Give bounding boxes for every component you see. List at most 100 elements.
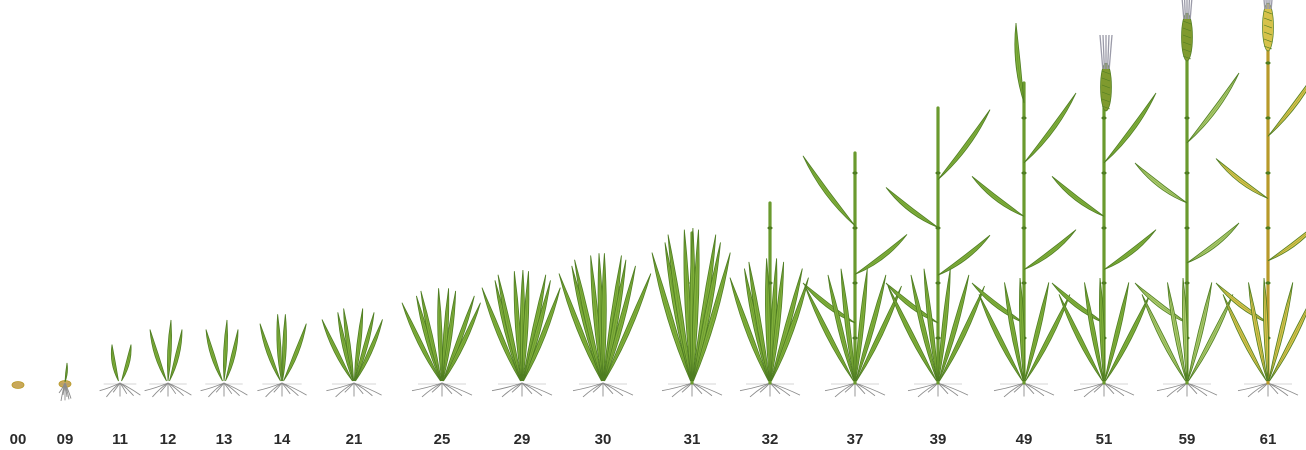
leaf-midrib — [692, 242, 721, 382]
leaf-shape — [1267, 231, 1306, 262]
leaf-shape — [149, 329, 167, 382]
leaf-midrib — [1099, 277, 1105, 382]
leaf-shape — [355, 319, 383, 382]
leaf-midrib — [1024, 282, 1050, 382]
ear-grain-line — [1182, 48, 1192, 53]
leaf-shape — [205, 329, 223, 382]
root-line — [265, 382, 283, 398]
root-line — [441, 382, 473, 396]
leaf-midrib — [937, 109, 991, 180]
leaf-midrib — [1248, 282, 1268, 382]
leaf-shape — [1167, 282, 1187, 382]
leaf-midrib — [827, 274, 855, 382]
leaf-shape — [1141, 294, 1186, 382]
leaf-shape — [1024, 282, 1050, 382]
plant-illustration — [885, 106, 991, 398]
plants-layer — [11, 0, 1306, 402]
ear-grain-line — [1182, 27, 1192, 32]
stage-label-09: 09 — [57, 431, 74, 448]
root-line — [223, 382, 248, 396]
leaf-midrib — [604, 273, 652, 382]
plant-illustration — [802, 151, 908, 398]
stage-label-37: 37 — [847, 431, 864, 448]
leaf-shape — [910, 274, 938, 382]
root-line — [208, 382, 225, 398]
plant-illustration — [729, 201, 809, 398]
leaf-shape — [938, 274, 970, 382]
plant-illustration — [1134, 0, 1240, 398]
leaf-shape — [1186, 222, 1240, 264]
leaf-midrib — [729, 277, 769, 382]
leaf-shape — [854, 234, 908, 275]
ear-grain-line — [1101, 105, 1111, 110]
leaf-shape — [497, 274, 522, 382]
leaf-shape — [442, 290, 457, 382]
leaf-midrib — [1134, 282, 1188, 324]
root-line — [1083, 382, 1105, 398]
ear-shape — [1262, 2, 1274, 52]
leaf-midrib — [343, 308, 354, 382]
seed-shape — [11, 381, 25, 389]
leaf-midrib — [225, 329, 239, 382]
stage-label-31: 31 — [684, 431, 701, 448]
root-line — [152, 382, 169, 398]
root-line — [1103, 382, 1135, 396]
root-line — [1023, 382, 1055, 396]
awn-line — [1102, 34, 1106, 70]
stem-node — [935, 281, 941, 285]
leaf-shape — [1134, 162, 1188, 204]
leaf-midrib — [321, 319, 353, 382]
leaf-midrib — [438, 288, 443, 382]
stage-label-30: 30 — [595, 431, 612, 448]
ear-grain-line — [1101, 98, 1111, 103]
leaf-midrib — [603, 259, 627, 382]
leaf-midrib — [978, 294, 1023, 382]
leaf-shape — [693, 252, 731, 382]
leaf-midrib — [355, 319, 383, 382]
leaf-midrib — [420, 290, 442, 382]
plant-illustration — [1051, 34, 1157, 398]
leaf-midrib — [971, 176, 1025, 217]
plant-illustration — [321, 308, 383, 398]
leaf-midrib — [885, 282, 939, 324]
leaf-shape — [1186, 72, 1240, 144]
leaf-midrib — [205, 329, 223, 382]
stem-node — [852, 226, 858, 230]
leaf-midrib — [1058, 294, 1103, 382]
leaf-midrib — [766, 258, 771, 382]
leaf-shape — [1058, 294, 1103, 382]
leaf-midrib — [481, 287, 521, 382]
leaf-midrib — [514, 271, 522, 382]
leaf-shape — [855, 274, 887, 382]
leaf-midrib — [667, 234, 692, 382]
ear-grain-line — [1182, 55, 1192, 60]
leaf-midrib — [522, 280, 551, 382]
stage-label-61: 61 — [1260, 431, 1277, 448]
stem-node — [1101, 281, 1107, 285]
leaf-shape — [481, 287, 521, 382]
stem-node — [1184, 281, 1190, 285]
root-line — [671, 382, 693, 398]
leaf-shape — [169, 329, 183, 382]
leaf-midrib — [938, 268, 951, 382]
awn-line — [1268, 0, 1271, 10]
leaf-shape — [1267, 85, 1306, 137]
root-line — [691, 382, 723, 396]
plant-illustration — [257, 314, 307, 398]
leaf-midrib — [937, 235, 991, 276]
leaf-shape — [939, 285, 985, 382]
leaf-midrib — [1025, 294, 1071, 382]
stage-label-14: 14 — [274, 431, 291, 448]
plant-illustration — [651, 227, 731, 398]
plant-illustration — [558, 253, 652, 398]
leaf-midrib — [259, 323, 281, 382]
leaf-midrib — [441, 288, 449, 382]
leaf-shape — [443, 302, 481, 382]
leaf-midrib — [1051, 282, 1105, 324]
leaf-midrib — [684, 229, 692, 382]
leaf-midrib — [282, 314, 286, 382]
ear-grain-line — [1263, 31, 1273, 36]
root-line — [521, 382, 553, 396]
stem-node — [1265, 61, 1271, 65]
stem-node — [767, 226, 773, 230]
